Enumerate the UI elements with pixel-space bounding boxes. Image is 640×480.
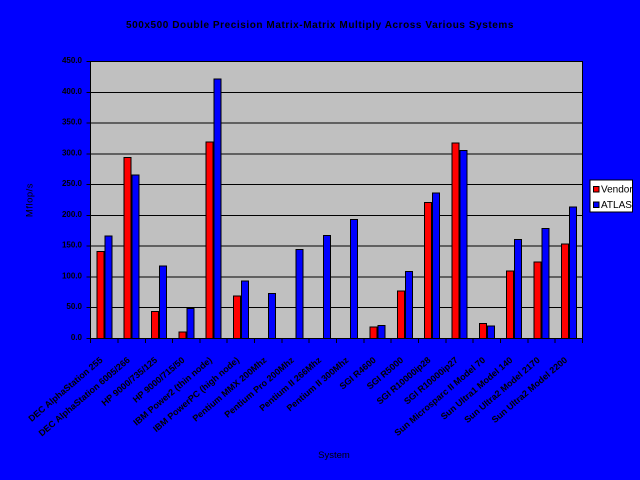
svg-text:400.0: 400.0 xyxy=(62,87,83,96)
svg-text:50.0: 50.0 xyxy=(66,302,82,311)
svg-text:300.0: 300.0 xyxy=(62,148,83,157)
svg-text:500x500 Double Precision Matri: 500x500 Double Precision Matrix-Matrix M… xyxy=(126,20,514,31)
svg-text:ATLAS: ATLAS xyxy=(601,200,632,211)
svg-text:150.0: 150.0 xyxy=(62,241,83,250)
svg-text:200.0: 200.0 xyxy=(62,210,83,219)
svg-text:100.0: 100.0 xyxy=(62,271,83,280)
svg-text:350.0: 350.0 xyxy=(62,118,83,127)
svg-text:0.0: 0.0 xyxy=(71,333,83,342)
svg-text:System: System xyxy=(318,450,350,461)
svg-text:450.0: 450.0 xyxy=(62,56,83,65)
svg-text:Mflop/s: Mflop/s xyxy=(25,183,36,217)
svg-text:250.0: 250.0 xyxy=(62,179,83,188)
svg-text:Vendor: Vendor xyxy=(601,184,633,195)
